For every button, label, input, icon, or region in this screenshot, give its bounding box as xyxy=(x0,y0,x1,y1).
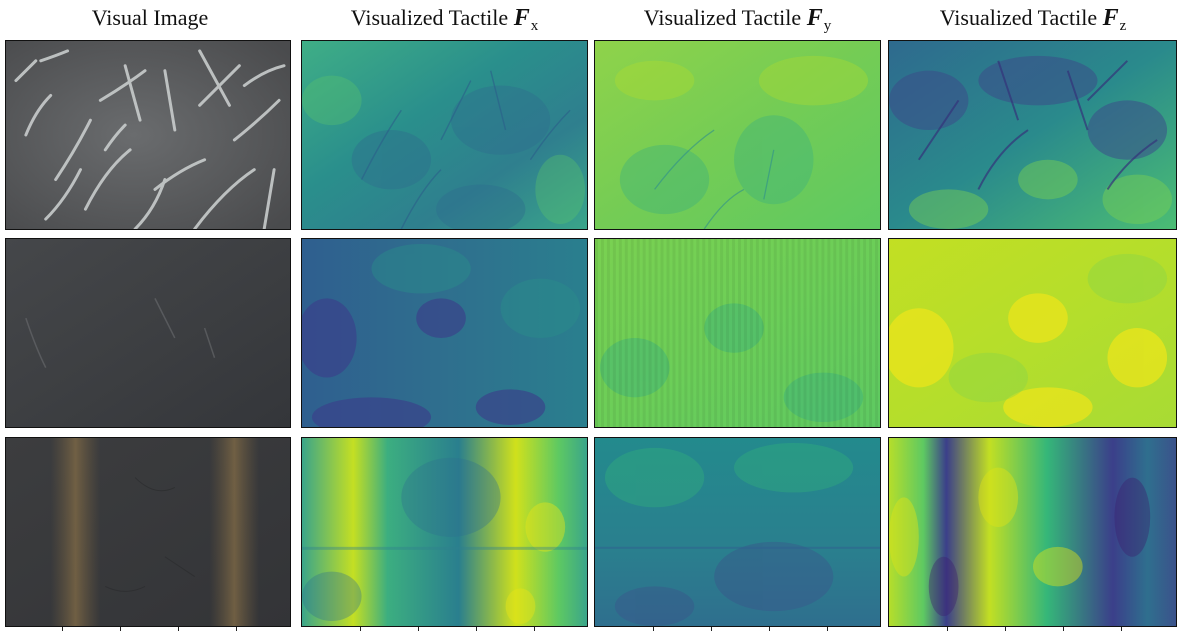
x-tick xyxy=(534,627,535,631)
x-tick xyxy=(653,627,654,631)
visual-image-row3 xyxy=(5,437,291,627)
force-subscript: y xyxy=(823,18,832,34)
tactile-fz-row1 xyxy=(888,40,1177,230)
column-title-tactile-fy: Visualized Tactile Fy xyxy=(595,3,880,35)
tactile-fz-row2 xyxy=(888,238,1177,428)
column-title-visual-image: Visual Image xyxy=(10,3,290,35)
visual-image-row2 xyxy=(5,238,291,428)
tactile-fy-row2 xyxy=(594,238,881,428)
column-title-label: Visualized Tactile xyxy=(643,5,807,30)
column-title-label: Visualized Tactile xyxy=(350,5,514,30)
x-tick xyxy=(711,627,712,631)
tactile-fy-row3 xyxy=(594,437,881,627)
tactile-fx-row2 xyxy=(301,238,588,428)
x-tick xyxy=(827,627,828,631)
x-tick xyxy=(769,627,770,631)
column-title-tactile-fz: Visualized Tactile Fz xyxy=(888,3,1178,35)
column-title-label: Visualized Tactile xyxy=(939,5,1103,30)
tactile-fy-row1 xyxy=(594,40,881,230)
x-tick xyxy=(360,627,361,631)
force-symbol: F xyxy=(513,5,530,31)
tactile-fx-row3 xyxy=(301,437,588,627)
column-title-label: Visual Image xyxy=(91,5,209,30)
x-tick xyxy=(62,627,63,631)
x-tick xyxy=(120,627,121,631)
x-tick xyxy=(1005,627,1006,631)
visual-image-row1 xyxy=(5,40,291,230)
x-tick xyxy=(178,627,179,631)
force-symbol: F xyxy=(1102,5,1119,31)
x-tick xyxy=(476,627,477,631)
force-subscript: z xyxy=(1119,18,1127,34)
tactile-fz-row3 xyxy=(888,437,1177,627)
x-tick xyxy=(236,627,237,631)
x-tick xyxy=(947,627,948,631)
x-tick xyxy=(418,627,419,631)
tactile-fx-row1 xyxy=(301,40,588,230)
x-tick xyxy=(1063,627,1064,631)
x-tick xyxy=(1121,627,1122,631)
force-subscript: x xyxy=(530,18,539,34)
column-title-tactile-fx: Visualized Tactile Fx xyxy=(302,3,587,35)
force-symbol: F xyxy=(806,5,823,31)
